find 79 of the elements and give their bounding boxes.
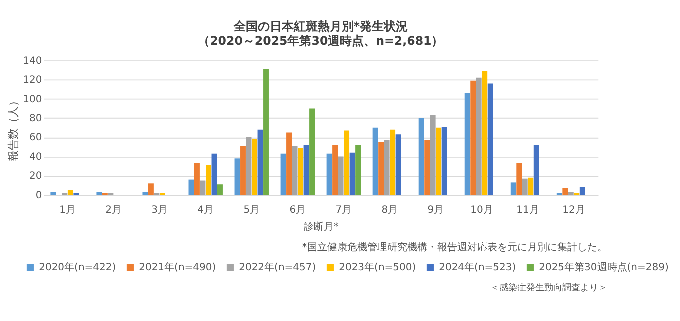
x-tick-label: 2月 bbox=[106, 204, 122, 216]
bar bbox=[280, 154, 286, 196]
text: *国立健康危機管理研究機構・報告週対応表を元に月別に集計した。 bbox=[302, 242, 608, 254]
x-tick-label: 8月 bbox=[382, 204, 398, 216]
chart-title: 全国の日本紅斑熱月別*発生状況 bbox=[232, 20, 408, 34]
x-tick-label: 3月 bbox=[152, 204, 168, 216]
y-tick-label: 100 bbox=[23, 94, 42, 106]
bar bbox=[298, 148, 304, 196]
x-tick-label: 9月 bbox=[428, 204, 444, 216]
bar bbox=[528, 178, 534, 196]
bar bbox=[286, 132, 292, 196]
chart-subtitle: （2020～2025年第30週時点、n=2,681） bbox=[198, 34, 444, 48]
legend-label: 2023年(n=500) bbox=[339, 261, 416, 274]
bar bbox=[470, 80, 476, 196]
bar bbox=[194, 163, 200, 196]
bar bbox=[350, 152, 356, 196]
bar bbox=[442, 126, 448, 196]
y-tick-label: 60 bbox=[30, 132, 42, 144]
bar bbox=[206, 165, 212, 196]
bar bbox=[356, 145, 362, 196]
bar bbox=[212, 154, 218, 196]
bar bbox=[516, 163, 522, 196]
x-tick-label: 5月 bbox=[244, 204, 260, 216]
x-tick-label: 1月 bbox=[60, 204, 76, 216]
bar bbox=[390, 130, 396, 196]
x-tick-label: 4月 bbox=[198, 204, 214, 216]
bar bbox=[522, 178, 528, 196]
bar bbox=[464, 93, 470, 196]
y-tick-label: 20 bbox=[30, 171, 42, 182]
legend-label: 2022年(n=457) bbox=[239, 261, 316, 274]
bar bbox=[384, 140, 390, 196]
bar bbox=[488, 84, 494, 196]
bar bbox=[344, 130, 350, 196]
bar bbox=[372, 128, 378, 196]
bar bbox=[436, 128, 442, 196]
bar bbox=[258, 130, 264, 196]
legend-label: 2021年(n=490) bbox=[139, 261, 216, 274]
bar bbox=[562, 188, 568, 196]
bar bbox=[292, 146, 298, 196]
y-axis-title: 報告数（人） bbox=[6, 95, 20, 162]
bar bbox=[68, 190, 74, 196]
bar bbox=[148, 184, 154, 196]
bar bbox=[378, 142, 384, 196]
y-tick-label: 0 bbox=[36, 190, 42, 202]
bar bbox=[246, 138, 252, 196]
bar bbox=[240, 146, 246, 196]
bar bbox=[310, 108, 316, 196]
x-tick-label: 7月 bbox=[336, 204, 352, 216]
bar bbox=[510, 182, 516, 196]
bar bbox=[338, 156, 344, 196]
bar bbox=[476, 78, 482, 196]
x-axis-title: 診断月* bbox=[304, 221, 339, 234]
bar bbox=[396, 134, 402, 196]
bar bbox=[332, 145, 338, 196]
bar bbox=[430, 115, 436, 196]
bar bbox=[252, 139, 258, 196]
x-tick-label: 6月 bbox=[290, 204, 306, 216]
y-tick-label: 40 bbox=[30, 152, 42, 163]
bar bbox=[482, 71, 488, 196]
x-tick-label: 10月 bbox=[470, 204, 494, 216]
legend-label: 2024年(n=523) bbox=[439, 261, 516, 274]
y-tick-label: 80 bbox=[30, 113, 42, 124]
y-tick-label: 120 bbox=[23, 75, 42, 86]
bar bbox=[304, 145, 310, 196]
x-tick-label: 11月 bbox=[516, 204, 540, 216]
bar bbox=[188, 180, 194, 196]
x-tick-label: 12月 bbox=[562, 204, 586, 216]
bar bbox=[264, 69, 269, 196]
bar bbox=[326, 154, 332, 196]
bar bbox=[534, 145, 540, 196]
bar bbox=[424, 140, 430, 196]
text: ＜感染症発生動向調査より＞ bbox=[490, 282, 608, 294]
legend-label: 2020年(n=422) bbox=[39, 261, 116, 274]
bar bbox=[580, 187, 586, 196]
legend-label: 2025年第30週時点(n=289) bbox=[539, 261, 669, 274]
y-tick-label: 140 bbox=[23, 56, 42, 67]
bar bbox=[234, 158, 240, 196]
bar bbox=[218, 184, 223, 196]
bar bbox=[418, 118, 424, 196]
